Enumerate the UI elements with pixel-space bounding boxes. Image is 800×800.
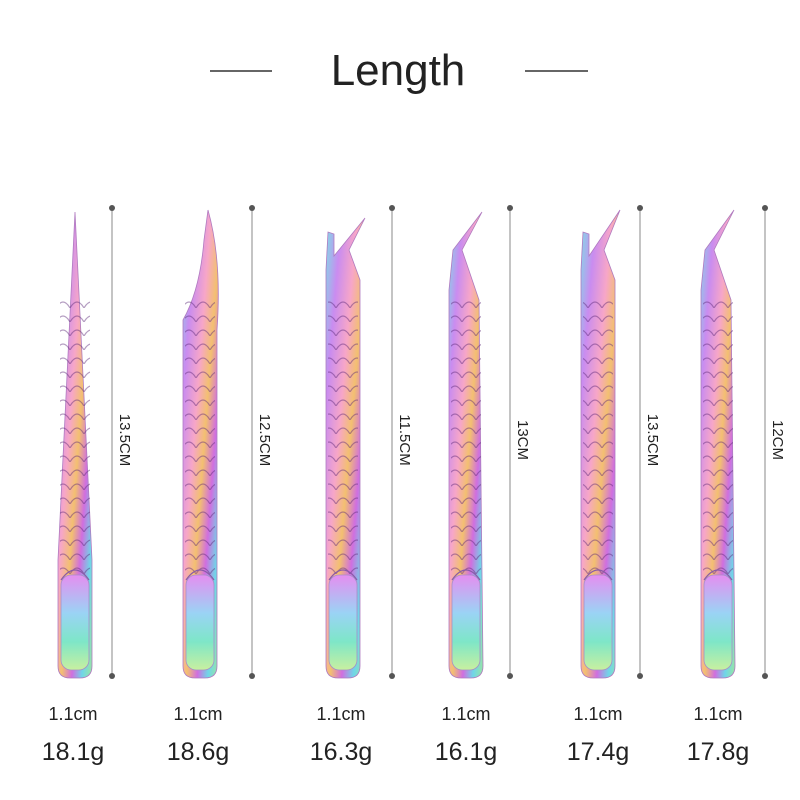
tweezer-scales <box>583 300 613 575</box>
handle-arc <box>583 569 613 581</box>
handle-arc <box>703 569 733 581</box>
measure-dot <box>109 673 115 679</box>
measure-dot <box>109 205 115 211</box>
measure-dot <box>249 673 255 679</box>
tweezer-scales <box>451 300 481 575</box>
length-label: 12.5CM <box>256 414 273 467</box>
measure-dot <box>762 205 768 211</box>
tweezer <box>580 209 621 679</box>
weight-label: 17.8g <box>687 738 750 766</box>
tweezer <box>325 217 366 679</box>
handle-arc <box>185 569 215 581</box>
weight-label: 18.1g <box>42 738 105 766</box>
handle-arc <box>60 569 90 581</box>
title: Length <box>331 46 466 95</box>
length-label: 13.5CM <box>644 414 661 467</box>
tweezer <box>700 209 736 679</box>
tweezer-scales <box>60 300 90 575</box>
measure-dot <box>249 205 255 211</box>
tweezer-scales <box>185 300 215 575</box>
weight-label: 16.1g <box>435 738 498 766</box>
length-label: 11.5CM <box>396 414 413 465</box>
tweezer <box>448 211 484 679</box>
length-label: 13CM <box>514 420 531 460</box>
weight-label: 17.4g <box>567 738 630 766</box>
tweezer-scales <box>703 300 733 575</box>
width-label: 1.1cm <box>573 704 622 724</box>
tweezer-handle <box>60 574 90 671</box>
tweezer-handle <box>703 574 733 671</box>
measure-dot <box>389 205 395 211</box>
length-label: 12CM <box>769 420 786 460</box>
width-label: 1.1cm <box>48 704 97 724</box>
tweezer-handle <box>583 574 613 671</box>
width-label: 1.1cm <box>441 704 490 724</box>
measure-dot <box>507 205 513 211</box>
measure-dot <box>507 673 513 679</box>
tweezer-scales <box>328 300 358 575</box>
tweezer-handle <box>451 574 481 671</box>
tweezer-handle <box>185 574 215 671</box>
tweezer <box>182 209 219 679</box>
width-label: 1.1cm <box>173 704 222 724</box>
measure-dot <box>389 673 395 679</box>
weight-label: 16.3g <box>310 738 373 766</box>
measure-dot <box>637 673 643 679</box>
handle-arc <box>328 569 358 581</box>
width-label: 1.1cm <box>693 704 742 724</box>
tweezer <box>57 211 93 679</box>
handle-arc <box>451 569 481 581</box>
length-label: 13.5CM <box>116 414 133 467</box>
weight-label: 18.6g <box>167 738 230 766</box>
measure-dot <box>637 205 643 211</box>
tweezer-handle <box>328 574 358 671</box>
width-label: 1.1cm <box>316 704 365 724</box>
measure-dot <box>762 673 768 679</box>
